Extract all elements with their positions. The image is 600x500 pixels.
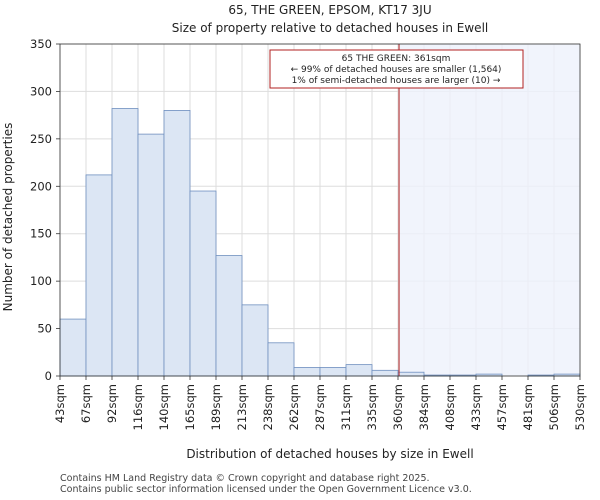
x-tick-label: 408sqm [443, 384, 457, 430]
x-tick-label: 92sqm [105, 384, 119, 423]
y-tick-label: 300 [30, 84, 52, 98]
histogram-bar [319, 367, 347, 377]
y-tick-label: 100 [30, 274, 52, 288]
histogram-bar [293, 367, 321, 377]
y-tick-label: 200 [30, 179, 52, 193]
x-tick-label: 311sqm [339, 384, 353, 430]
footer-line-2: Contains public sector information licen… [60, 484, 472, 495]
histogram-bar [137, 133, 165, 377]
x-tick-label: 384sqm [417, 384, 431, 430]
histogram-bar [189, 190, 217, 377]
y-tick-label: 150 [30, 227, 52, 241]
x-tick-label: 189sqm [209, 384, 223, 430]
x-tick-label: 238sqm [261, 384, 275, 430]
annotation-line-2: ← 99% of detached houses are smaller (1,… [291, 65, 502, 75]
y-tick-label: 250 [30, 132, 52, 146]
x-tick-label: 530sqm [573, 384, 587, 430]
x-tick-label: 506sqm [547, 384, 561, 430]
y-tick-label: 0 [45, 369, 52, 383]
highlight-region [399, 44, 580, 376]
y-tick-label: 350 [30, 37, 52, 51]
histogram-bar [85, 174, 113, 377]
histogram-bar [397, 371, 425, 377]
y-tick-label: 50 [37, 322, 52, 336]
x-tick-label: 481sqm [521, 384, 535, 430]
x-tick-label: 67sqm [79, 384, 93, 423]
x-tick-label: 43sqm [53, 384, 67, 423]
x-tick-label: 335sqm [365, 384, 379, 430]
footer-line-1: Contains HM Land Registry data © Crown c… [60, 473, 430, 484]
histogram-bar [163, 110, 191, 377]
x-tick-label: 140sqm [157, 384, 171, 430]
x-tick-label: 116sqm [131, 384, 145, 430]
x-tick-label: 213sqm [235, 384, 249, 430]
x-tick-label: 287sqm [313, 384, 327, 430]
histogram-bar [267, 342, 295, 377]
annotation-box: 65 THE GREEN: 361sqm ← 99% of detached h… [269, 49, 524, 89]
y-axis-label: Number of detached properties [1, 123, 15, 312]
histogram-bar [371, 369, 399, 377]
annotation-line-3: 1% of semi-detached houses are larger (1… [292, 76, 501, 86]
histogram-bar [215, 255, 243, 377]
x-tick-label: 433sqm [469, 384, 483, 430]
chart-subtitle: Size of property relative to detached ho… [172, 21, 488, 35]
histogram-bar [241, 304, 269, 377]
x-tick-label: 262sqm [287, 384, 301, 430]
histogram-bar [345, 364, 373, 377]
x-tick-label: 360sqm [391, 384, 405, 430]
histogram-bar [111, 108, 139, 377]
x-axis-label: Distribution of detached houses by size … [186, 447, 473, 461]
annotation-line-1: 65 THE GREEN: 361sqm [342, 54, 451, 64]
x-tick-label: 165sqm [183, 384, 197, 430]
x-tick-label: 457sqm [495, 384, 509, 430]
histogram-bar [59, 318, 87, 377]
chart-title: 65, THE GREEN, EPSOM, KT17 3JU [228, 3, 431, 17]
